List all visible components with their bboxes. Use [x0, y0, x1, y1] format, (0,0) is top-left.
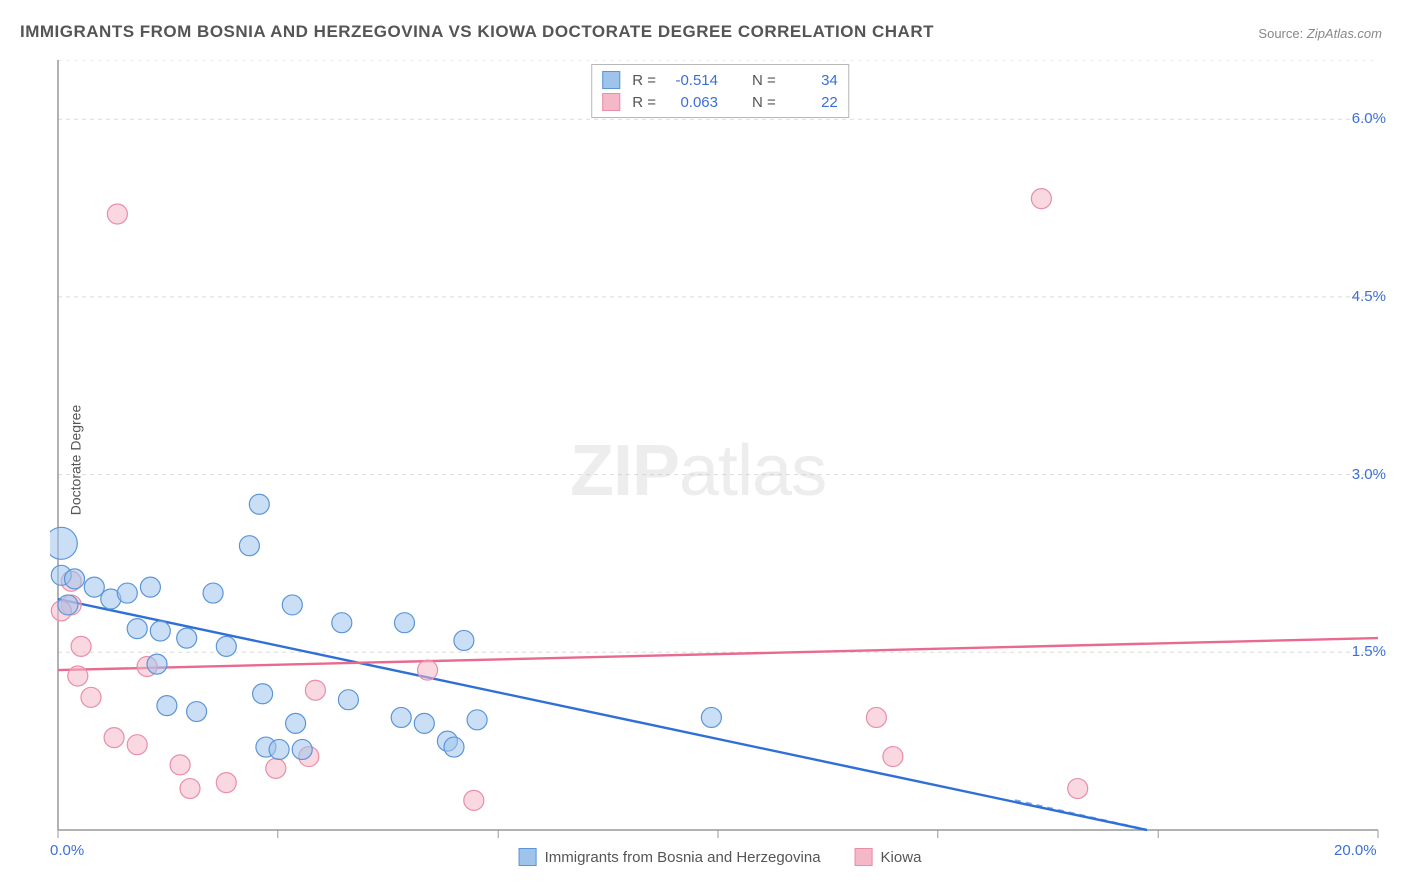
n-value-bosnia: 34 [784, 72, 838, 89]
source-label: Source: [1258, 26, 1303, 41]
swatch-bosnia [602, 71, 620, 89]
n-label: N = [752, 94, 776, 111]
y-tick-label: 3.0% [1352, 466, 1386, 483]
source-attribution: Source: ZipAtlas.com [1258, 26, 1382, 41]
series-legend: Immigrants from Bosnia and Herzegovina K… [511, 848, 930, 866]
r-value-kiowa: 0.063 [664, 94, 718, 111]
legend-label-bosnia: Immigrants from Bosnia and Herzegovina [545, 849, 821, 866]
chart-title: IMMIGRANTS FROM BOSNIA AND HERZEGOVINA V… [20, 22, 934, 42]
y-tick-label: 6.0% [1352, 110, 1386, 127]
legend-item-kiowa: Kiowa [855, 848, 922, 866]
swatch-kiowa [602, 93, 620, 111]
r-value-bosnia: -0.514 [664, 72, 718, 89]
swatch-bosnia [519, 848, 537, 866]
r-label: R = [632, 94, 656, 111]
y-tick-label: 4.5% [1352, 288, 1386, 305]
legend-row-bosnia: R = -0.514 N = 34 [602, 69, 838, 91]
n-label: N = [752, 72, 776, 89]
legend-item-bosnia: Immigrants from Bosnia and Herzegovina [519, 848, 821, 866]
n-value-kiowa: 22 [784, 94, 838, 111]
y-axis-label: Doctorate Degree [67, 405, 83, 516]
x-tick-label: 20.0% [1334, 842, 1377, 859]
correlation-legend: R = -0.514 N = 34 R = 0.063 N = 22 [591, 64, 849, 118]
y-tick-label: 1.5% [1352, 643, 1386, 660]
source-value: ZipAtlas.com [1307, 26, 1382, 41]
scatter-chart [50, 60, 1390, 860]
swatch-kiowa [855, 848, 873, 866]
legend-label-kiowa: Kiowa [881, 849, 922, 866]
x-tick-label: 0.0% [50, 842, 84, 859]
legend-row-kiowa: R = 0.063 N = 22 [602, 91, 838, 113]
r-label: R = [632, 72, 656, 89]
plot-area: Doctorate Degree ZIPatlas R = -0.514 N =… [50, 60, 1390, 860]
